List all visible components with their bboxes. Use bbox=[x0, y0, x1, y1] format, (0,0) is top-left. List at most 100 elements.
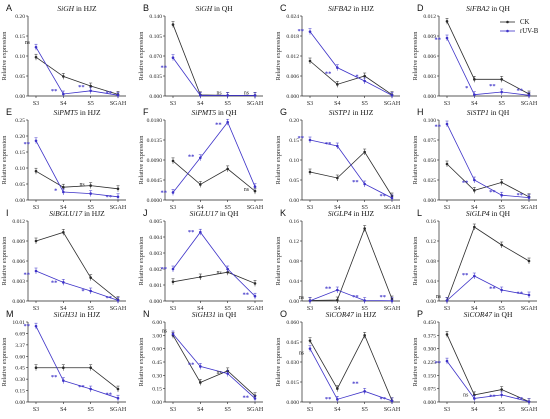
significance-label: ** bbox=[188, 362, 195, 369]
x-tick-label: SGAH bbox=[110, 306, 127, 312]
significance-label: ** bbox=[462, 179, 469, 186]
x-tick-label: SGAH bbox=[247, 205, 264, 211]
x-tick-label: SGAH bbox=[247, 407, 264, 413]
y-tick-label: 0.004 bbox=[149, 235, 162, 241]
significance-label: ** bbox=[462, 272, 469, 279]
tissue-name: in QH bbox=[494, 310, 513, 319]
x-tick-label: S3 bbox=[33, 205, 39, 211]
data-point bbox=[390, 399, 394, 403]
y-tick-label: 0.45 bbox=[152, 360, 162, 366]
data-point bbox=[445, 162, 449, 166]
significance-label: ** bbox=[106, 194, 113, 201]
y-tick-label: 0.0090 bbox=[147, 158, 163, 164]
data-point bbox=[34, 55, 38, 59]
significance-label: ns bbox=[217, 91, 223, 97]
panel-d: D SiFBA2 in QH 0.000 0.003 0.006 0.009 0.012 Re… bbox=[412, 3, 538, 107]
x-tick-label: S3 bbox=[307, 306, 313, 312]
y-tick-label: 0.16 bbox=[426, 219, 436, 225]
data-point bbox=[527, 293, 531, 297]
significance-label: ** bbox=[243, 292, 250, 299]
panel-c: C SiFBA2 in HJZ 0.000 0.006 0.012 0.018 0.024 R… bbox=[275, 3, 401, 107]
data-point bbox=[336, 398, 339, 401]
y-axis-label: Relative expression bbox=[138, 32, 145, 81]
x-tick-label: SGAH bbox=[384, 101, 401, 107]
data-point bbox=[336, 288, 339, 292]
x-tick-label: SGAH bbox=[110, 407, 127, 413]
y-tick-label: 0.450 bbox=[423, 320, 436, 326]
data-point bbox=[363, 182, 366, 186]
significance-label: ** bbox=[435, 36, 442, 43]
series-line-ck bbox=[35, 170, 119, 190]
y-tick-label: 0.012 bbox=[12, 219, 25, 225]
data-point bbox=[308, 59, 312, 63]
significance-label: ** bbox=[435, 123, 442, 130]
y-tick-label: 0.025 bbox=[423, 178, 436, 184]
series-line-ck bbox=[309, 334, 393, 401]
data-point bbox=[116, 387, 120, 391]
significance-label: ** bbox=[517, 396, 524, 403]
y-tick-label: 0.006 bbox=[423, 54, 436, 60]
significance-label: ** bbox=[325, 70, 332, 77]
y-tick-label: 0.150 bbox=[423, 373, 436, 379]
y-tick-label: 0.00 bbox=[15, 94, 25, 100]
x-tick-label: S5 bbox=[498, 306, 504, 312]
x-tick-label: S4 bbox=[197, 407, 203, 413]
y-tick-label: 0.018 bbox=[286, 34, 299, 40]
y-tick-label: 0.030 bbox=[286, 360, 299, 366]
x-tick-label: S5 bbox=[224, 101, 230, 107]
y-tick-label: 0.000 bbox=[286, 400, 299, 406]
data-point bbox=[199, 156, 202, 160]
significance-label: ** bbox=[215, 121, 222, 128]
panel-g: G SiSTP1 in HJZ 0.00 0.05 0.10 0.15 0.20 Relati… bbox=[275, 107, 401, 211]
data-point bbox=[336, 144, 339, 148]
data-point bbox=[89, 84, 92, 88]
data-point bbox=[89, 192, 92, 195]
data-point bbox=[62, 281, 65, 284]
data-point bbox=[34, 169, 38, 173]
series-line-ck bbox=[446, 21, 530, 95]
data-point bbox=[89, 387, 92, 391]
x-tick-label: S5 bbox=[498, 101, 504, 107]
tissue-name: in QH bbox=[220, 209, 239, 218]
data-point bbox=[500, 388, 503, 391]
data-point bbox=[89, 184, 92, 187]
significance-label: ** bbox=[106, 90, 113, 97]
x-tick-label: S3 bbox=[170, 306, 176, 312]
data-point bbox=[473, 93, 476, 96]
data-point bbox=[363, 79, 366, 83]
data-point bbox=[308, 30, 312, 33]
y-tick-label: 0.45 bbox=[15, 366, 25, 372]
significance-label: ** bbox=[298, 135, 305, 142]
y-axis-label: Relative expression bbox=[1, 32, 8, 81]
significance-label: ns bbox=[244, 187, 250, 193]
tissue-name: in HJZ bbox=[354, 209, 375, 218]
y-tick-label: 0.00 bbox=[15, 400, 25, 406]
significance-label: * bbox=[465, 85, 468, 92]
x-tick-label: S3 bbox=[307, 407, 313, 413]
y-tick-label: 10.01 bbox=[12, 320, 25, 326]
data-point bbox=[226, 270, 229, 274]
series-line-ruvb bbox=[309, 348, 393, 402]
y-axis-label: Relative expression bbox=[275, 136, 282, 185]
significance-label: ** bbox=[517, 88, 524, 95]
data-point bbox=[62, 185, 65, 189]
panel-m: M SiGH31 in HJZ 0.00 0.15 0.30 0.45 0.60 3.37 6.… bbox=[1, 309, 127, 413]
series-line-ck bbox=[446, 334, 530, 403]
gene-name: SiGLU17 bbox=[190, 209, 220, 218]
data-point bbox=[34, 324, 38, 328]
data-point bbox=[171, 23, 175, 26]
x-tick-label: S4 bbox=[334, 407, 340, 413]
data-point bbox=[62, 190, 65, 194]
data-point bbox=[473, 397, 476, 400]
x-tick-label: SGAH bbox=[384, 306, 401, 312]
x-tick-label: S3 bbox=[307, 205, 313, 211]
data-point bbox=[253, 282, 257, 285]
x-tick-label: S3 bbox=[444, 205, 450, 211]
x-tick-label: S3 bbox=[33, 407, 39, 413]
y-axis-label: Relative expression bbox=[1, 136, 8, 185]
y-tick-label: 0.000 bbox=[423, 94, 436, 100]
panel-letter: M bbox=[6, 309, 14, 319]
data-point bbox=[253, 294, 257, 298]
series-line-ck bbox=[35, 56, 119, 95]
y-tick-label: 0.20 bbox=[289, 118, 299, 124]
